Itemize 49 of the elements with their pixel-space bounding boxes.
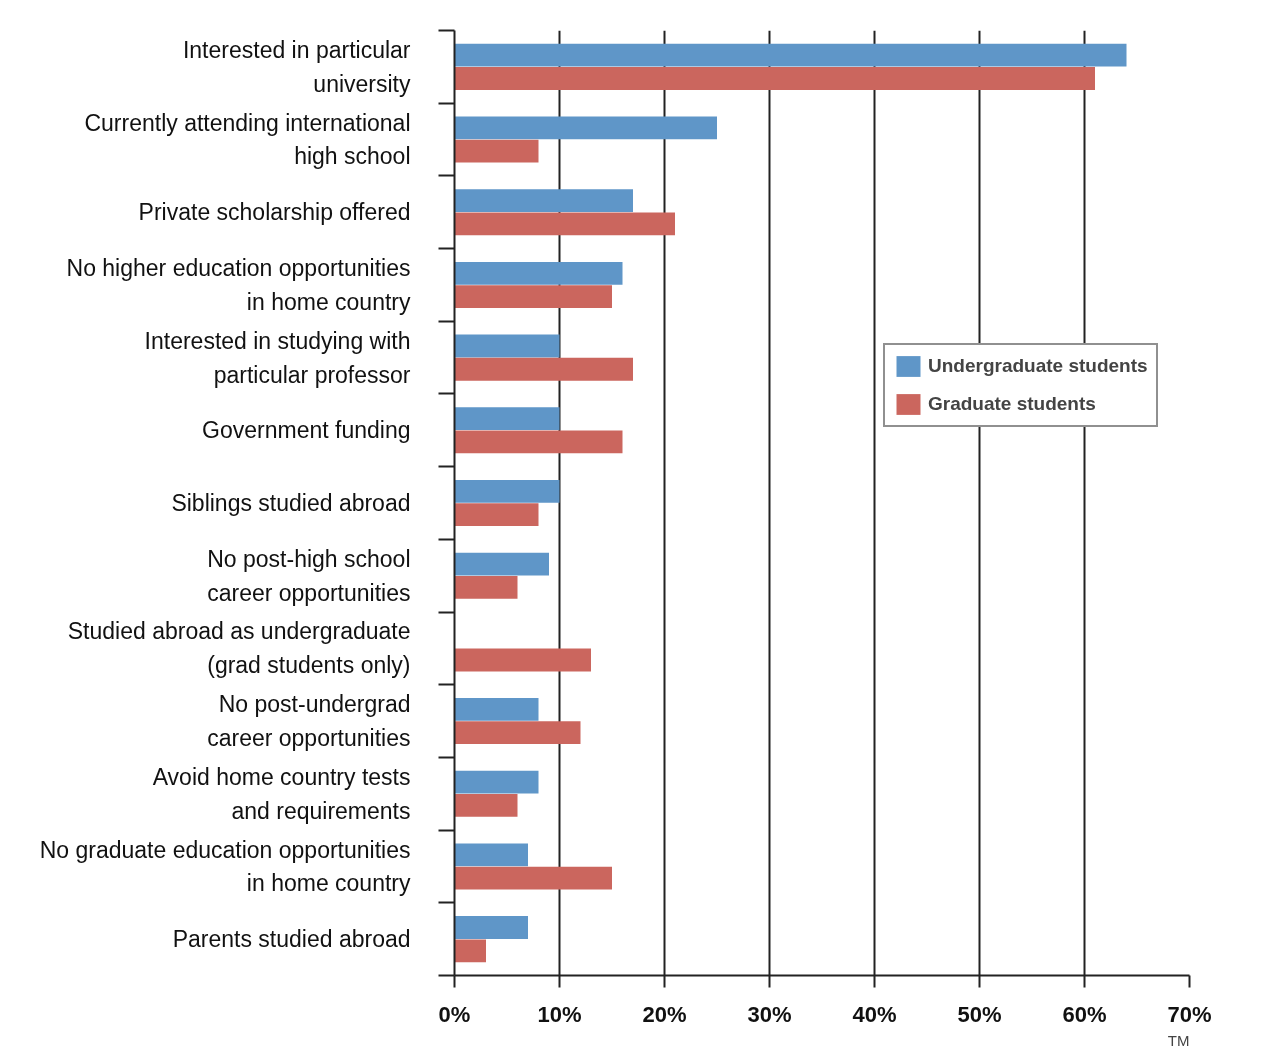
- bar: [454, 698, 539, 721]
- y-tick-label: No post-undergrad career opportunities: [207, 691, 411, 751]
- bar: [454, 794, 518, 817]
- x-tick-label: 50%: [957, 1001, 1002, 1027]
- bar: [454, 843, 528, 867]
- y-tick-label: Interested in studying with particular professor: [144, 327, 411, 388]
- bar: [454, 139, 539, 163]
- y-tick-label: No graduate education opportunities in home country: [39, 836, 411, 897]
- y-tick-label: Siblings studied abroad: [171, 490, 411, 516]
- bar: [454, 866, 612, 890]
- x-tick-label: 20%: [642, 1001, 687, 1027]
- y-tick-label: Private scholarship offered: [138, 199, 411, 226]
- x-tick-label: 0%: [438, 1001, 471, 1027]
- bar: [454, 939, 486, 963]
- x-tick-label: 60%: [1062, 1001, 1107, 1027]
- bar: [454, 648, 591, 672]
- x-tick-label: 30%: [747, 1001, 792, 1027]
- y-tick-label: Government funding: [202, 417, 411, 444]
- x-tick-label: 40%: [852, 1001, 897, 1027]
- bar: [454, 552, 549, 576]
- bar: [454, 43, 1127, 67]
- bar: [454, 116, 717, 140]
- bar: [454, 285, 612, 308]
- bar: [454, 479, 560, 503]
- y-tick-label: No post-high school career opportunities: [207, 545, 411, 606]
- bar: [454, 212, 675, 236]
- bar: [454, 916, 528, 939]
- bar: [454, 503, 539, 527]
- y-tick-label: Currently attending international high school: [84, 109, 411, 170]
- y-tick-label: Studied abroad as undergraduate (grad students only): [67, 618, 411, 679]
- bar: [454, 334, 560, 358]
- bar: [454, 770, 539, 794]
- legend-label: Undergraduate students: [928, 355, 1148, 377]
- bar: [454, 261, 623, 285]
- y-tick-label: Avoid home country tests and requirements: [152, 763, 411, 824]
- y-tick-label: No higher education opportunities in home country: [66, 255, 411, 315]
- bar: [454, 189, 633, 212]
- bar: [454, 357, 633, 381]
- y-tick-label: Interested in particular university: [182, 36, 411, 97]
- legend-label: Graduate students: [928, 393, 1096, 415]
- bar: [454, 67, 1095, 90]
- text: TM: [1167, 1031, 1190, 1049]
- bar: [454, 575, 518, 599]
- y-tick-label: Parents studied abroad: [172, 926, 411, 953]
- x-tick-label: 10%: [537, 1001, 582, 1027]
- bar: [454, 721, 581, 745]
- bar: [454, 430, 623, 454]
- bar: [454, 407, 560, 431]
- x-tick-label: 70%: [1167, 1001, 1212, 1027]
